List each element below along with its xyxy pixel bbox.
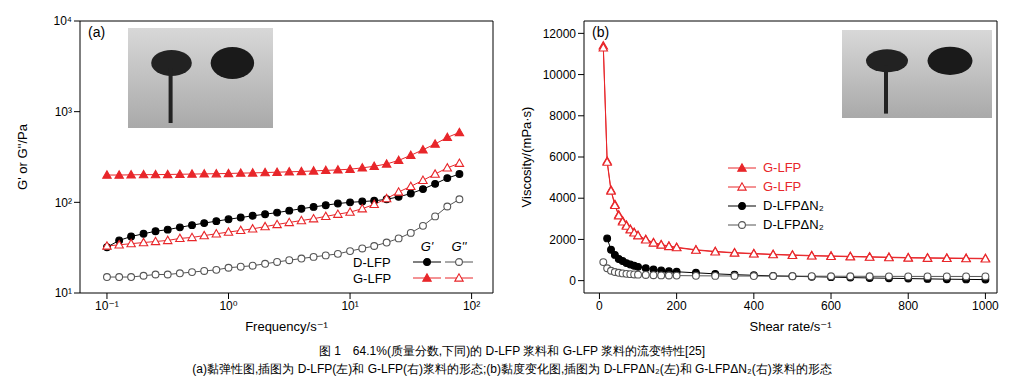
html-text:D-LFPΔN₂: D-LFPΔN₂	[763, 217, 824, 232]
svg-text:800: 800	[898, 299, 918, 313]
html-text:G-LFP: G-LFP	[353, 270, 392, 286]
svg-text:10²: 10²	[55, 196, 72, 210]
html-text:G': G'	[420, 238, 434, 254]
html-text:(a): (a)	[88, 24, 106, 40]
svg-text:2000: 2000	[549, 233, 576, 247]
html-text:G-LFP: G-LFP	[763, 160, 802, 175]
svg-text:10⁻¹: 10⁻¹	[95, 299, 119, 313]
svg-text:600: 600	[821, 299, 841, 313]
svg-text:10¹: 10¹	[341, 299, 358, 313]
svg-text:G' or G''/Pa: G' or G''/Pa	[15, 123, 30, 190]
svg-text:0: 0	[596, 299, 603, 313]
html-text:D-LFP: D-LFP	[353, 254, 391, 270]
svg-text:400: 400	[744, 299, 764, 313]
html-text:图 1 64.1%(质量分数,下同)的 D-LFP 浆料和: 图 1 64.1%(质量分数,下同)的 D-LFP 浆料和 G-LFP 浆料的流…	[318, 344, 706, 358]
svg-text:Shear rate/s⁻¹: Shear rate/s⁻¹	[749, 319, 832, 334]
svg-text:6000: 6000	[549, 150, 576, 164]
html-text:D-LFPΔN₂: D-LFPΔN₂	[763, 198, 824, 213]
svg-text:12000: 12000	[543, 27, 577, 41]
svg-text:8000: 8000	[549, 109, 576, 123]
svg-text:10²: 10²	[463, 299, 480, 313]
svg-text:Frequency/s⁻¹: Frequency/s⁻¹	[245, 319, 328, 334]
html-text:G-LFP: G-LFP	[763, 179, 802, 194]
svg-text:10⁰: 10⁰	[219, 299, 237, 313]
html-text:(a)黏弹性图,插图为 D-LFP(左)和 G-LFP(右): (a)黏弹性图,插图为 D-LFP(左)和 G-LFP(右)浆料的形态;(b)黏…	[192, 362, 832, 376]
html-text:(b): (b)	[592, 24, 610, 40]
svg-text:0: 0	[569, 274, 576, 288]
svg-text:Viscosity/(mPa·s): Viscosity/(mPa·s)	[519, 107, 534, 208]
svg-text:10⁴: 10⁴	[53, 14, 72, 28]
svg-text:10³: 10³	[55, 105, 72, 119]
svg-text:1000: 1000	[972, 299, 999, 313]
svg-text:4000: 4000	[549, 191, 576, 205]
html-text:G'': G''	[451, 238, 467, 254]
svg-text:10000: 10000	[543, 68, 577, 82]
svg-text:10¹: 10¹	[55, 286, 72, 300]
svg-text:200: 200	[667, 299, 687, 313]
